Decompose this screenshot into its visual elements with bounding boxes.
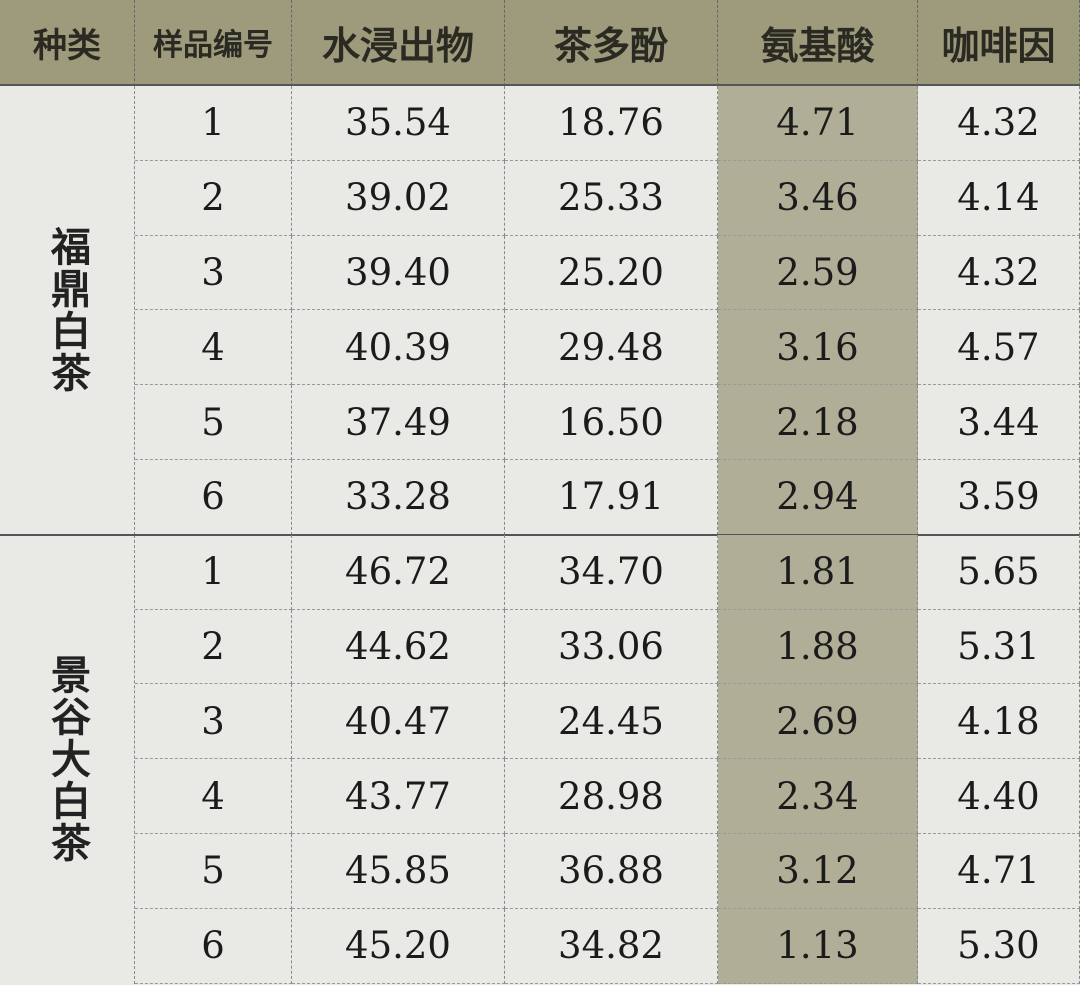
cell-amino-acids: 4.71 [718,86,918,161]
cell-water-extract: 44.62 [292,609,505,685]
cell-water-extract: 43.77 [292,759,505,834]
cell-tea-polyphenols: 25.33 [505,160,718,236]
cell-caffeine: 3.59 [918,460,1080,535]
header-caffeine: 咖啡因 [918,0,1080,86]
cell-caffeine: 4.14 [918,160,1080,236]
cell-tea-polyphenols: 18.76 [505,86,718,161]
cell-tea-polyphenols: 28.98 [505,759,718,834]
cell-water-extract: 39.40 [292,235,505,311]
cell-sample-no: 4 [135,759,292,834]
cell-amino-acids: 1.88 [718,609,918,685]
header-type: 种类 [0,0,135,86]
cell-amino-acids: 2.34 [718,759,918,834]
cell-tea-polyphenols: 36.88 [505,834,718,909]
cell-caffeine: 5.31 [918,609,1080,685]
cell-tea-polyphenols: 16.50 [505,385,718,460]
group-label: 福鼎白茶 [0,86,135,535]
cell-caffeine: 4.57 [918,310,1080,386]
cell-tea-polyphenols: 17.91 [505,460,718,535]
cell-sample-no: 5 [135,834,292,909]
cell-amino-acids: 2.18 [718,385,918,460]
cell-caffeine: 4.40 [918,759,1080,834]
cell-water-extract: 40.47 [292,684,505,760]
cell-sample-no: 5 [135,385,292,460]
cell-caffeine: 4.18 [918,684,1080,760]
cell-sample-no: 2 [135,609,292,685]
cell-tea-polyphenols: 29.48 [505,310,718,386]
header-tea-polyphenols: 茶多酚 [505,0,718,86]
cell-caffeine: 4.32 [918,86,1080,161]
cell-amino-acids: 2.69 [718,684,918,760]
cell-caffeine: 5.65 [918,534,1080,610]
cell-sample-no: 3 [135,684,292,760]
cell-amino-acids: 2.59 [718,235,918,311]
cell-caffeine: 5.30 [918,908,1080,984]
cell-caffeine: 4.32 [918,235,1080,311]
cell-tea-polyphenols: 33.06 [505,609,718,685]
cell-amino-acids: 3.46 [718,160,918,236]
cell-water-extract: 45.20 [292,908,505,984]
cell-water-extract: 35.54 [292,86,505,161]
cell-sample-no: 6 [135,908,292,984]
cell-sample-no: 6 [135,460,292,535]
cell-water-extract: 40.39 [292,310,505,386]
cell-amino-acids: 3.16 [718,310,918,386]
cell-caffeine: 3.44 [918,385,1080,460]
cell-sample-no: 1 [135,534,292,610]
cell-water-extract: 37.49 [292,385,505,460]
cell-sample-no: 1 [135,86,292,161]
cell-amino-acids: 1.13 [718,908,918,984]
cell-caffeine: 4.71 [918,834,1080,909]
cell-amino-acids: 1.81 [718,534,918,610]
cell-water-extract: 45.85 [292,834,505,909]
cell-water-extract: 46.72 [292,534,505,610]
cell-sample-no: 4 [135,310,292,386]
cell-sample-no: 3 [135,235,292,311]
cell-water-extract: 33.28 [292,460,505,535]
cell-sample-no: 2 [135,160,292,236]
cell-tea-polyphenols: 34.82 [505,908,718,984]
cell-amino-acids: 2.94 [718,460,918,535]
cell-tea-polyphenols: 24.45 [505,684,718,760]
cell-water-extract: 39.02 [292,160,505,236]
header-water-extract: 水浸出物 [292,0,505,86]
header-amino-acids: 氨基酸 [718,0,918,86]
cell-tea-polyphenols: 25.20 [505,235,718,311]
cell-amino-acids: 3.12 [718,834,918,909]
group-label: 景谷大白茶 [0,534,135,984]
header-sample-no: 样品编号 [135,0,292,86]
cell-tea-polyphenols: 34.70 [505,534,718,610]
group-divider [0,533,1080,536]
